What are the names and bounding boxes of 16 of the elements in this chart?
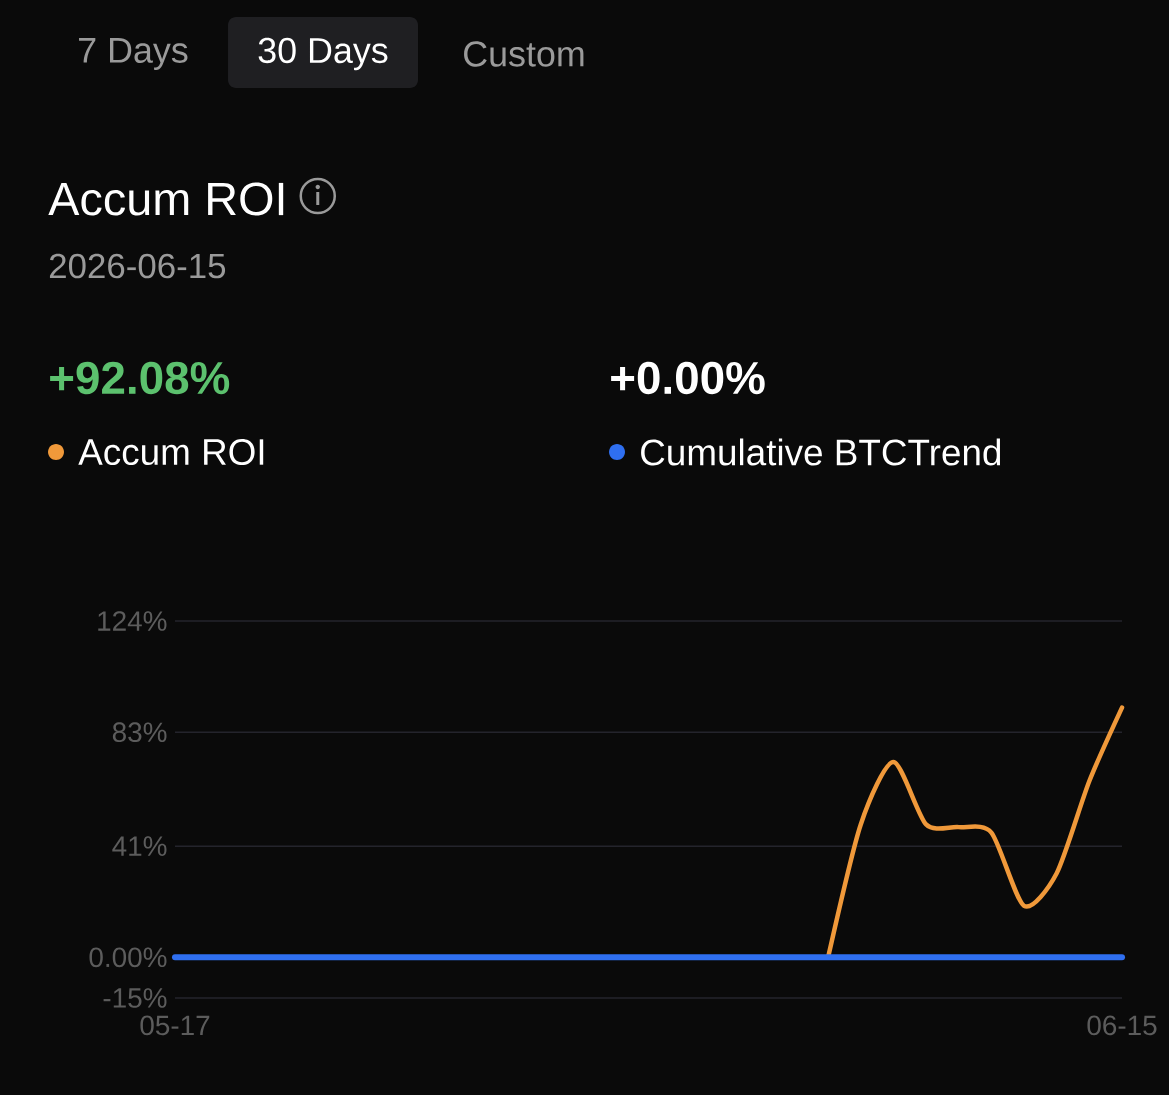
text: Custom: [464, 41, 584, 67]
legend-label: Accum ROI: [78, 438, 264, 466]
y-tick-label: 124%: [98, 611, 167, 631]
x-tick-label: 06-15: [1087, 1015, 1157, 1036]
text: 7 Days: [79, 37, 188, 71]
chart-subtitle: 2026-06-15: [49, 253, 226, 279]
y-tick-label: 41%: [112, 836, 167, 856]
text: +92.08%: [50, 361, 230, 395]
legend-label: Cumulative BTCTrend: [641, 438, 1001, 466]
y-tick-label: 0.00%: [89, 947, 167, 968]
text: +0.00%: [611, 361, 765, 395]
chart-title: Accum ROI: [48, 182, 284, 216]
y-tick-label: -15%: [103, 988, 167, 1008]
x-tick-label: 05-17: [140, 1015, 210, 1036]
text: 30 Days: [258, 37, 388, 71]
y-tick-label: 83%: [112, 722, 167, 743]
